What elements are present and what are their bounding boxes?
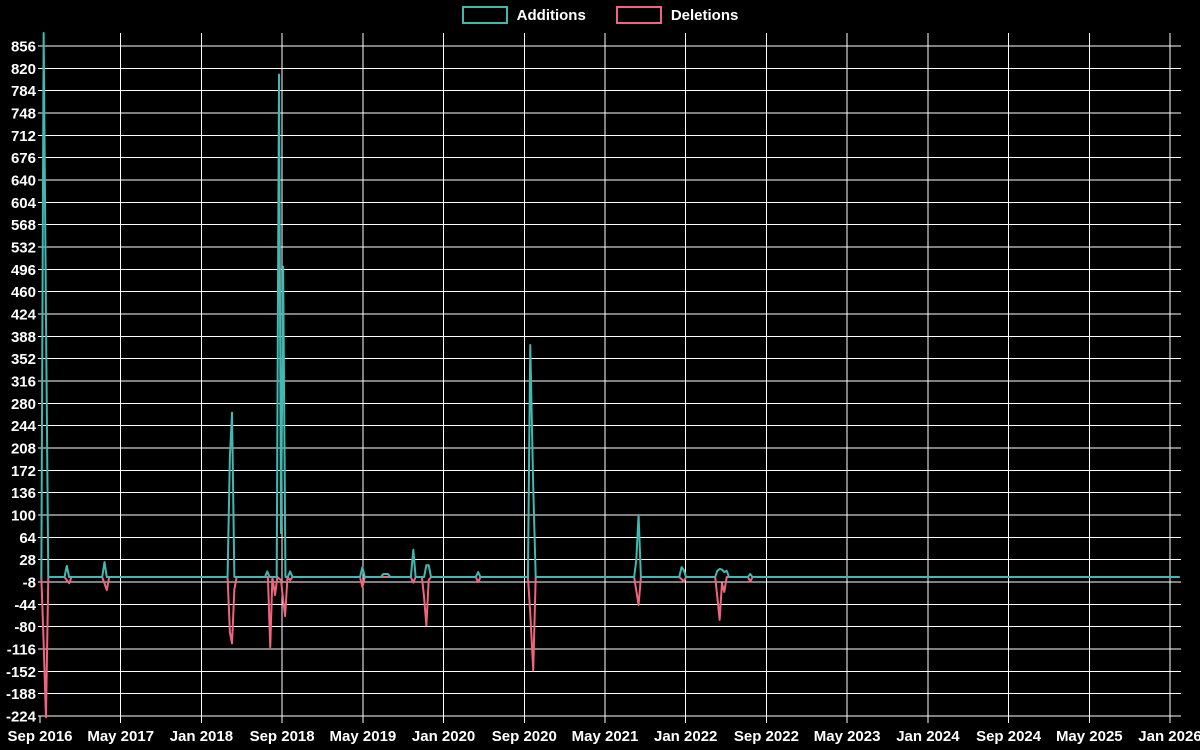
additions-legend-label: Additions xyxy=(516,6,586,24)
y-tick-label: 280 xyxy=(11,396,36,413)
y-tick-label: -152 xyxy=(6,664,36,681)
y-tick-label: -80 xyxy=(14,619,36,636)
y-tick-label: 64 xyxy=(19,530,36,547)
deletions-swatch-icon xyxy=(615,6,662,24)
x-tick-label: May 2017 xyxy=(87,728,154,745)
x-tick-label: Sep 2018 xyxy=(250,728,315,745)
y-tick-label: -44 xyxy=(14,597,36,614)
y-tick-label: 172 xyxy=(11,463,36,480)
x-tick-label: May 2023 xyxy=(814,728,881,745)
legend: Additions Deletions xyxy=(0,6,1200,24)
deletions-legend-label: Deletions xyxy=(670,6,739,24)
y-tick-label: 604 xyxy=(11,195,37,212)
y-tick-label: -8 xyxy=(23,575,36,592)
y-tick-label: 100 xyxy=(11,508,36,525)
y-tick-label: 388 xyxy=(11,329,36,346)
x-tick-label: May 2025 xyxy=(1056,728,1123,745)
y-tick-label: 568 xyxy=(11,217,36,234)
y-tick-label: 316 xyxy=(11,374,36,391)
additions-swatch-icon xyxy=(461,6,508,24)
additions-line xyxy=(40,31,1180,579)
y-tick-label: 640 xyxy=(11,173,36,190)
y-tick-label: -116 xyxy=(7,642,36,659)
y-tick-label: 748 xyxy=(11,106,36,123)
legend-item-additions[interactable]: Additions xyxy=(461,6,586,24)
y-tick-label: 676 xyxy=(11,150,36,167)
y-tick-label: 856 xyxy=(11,39,36,56)
y-tick-label: 820 xyxy=(11,61,36,78)
y-tick-label: 28 xyxy=(19,552,36,569)
x-tick-label: Jan 2018 xyxy=(170,728,233,745)
y-tick-label: 784 xyxy=(11,83,37,100)
y-tick-label: 712 xyxy=(11,128,36,145)
x-tick-label: Jan 2026 xyxy=(1138,728,1200,745)
y-tick-label: 496 xyxy=(11,262,36,279)
x-tick-label: Jan 2022 xyxy=(654,728,717,745)
x-tick-label: Sep 2024 xyxy=(976,728,1042,745)
y-tick-label: 208 xyxy=(11,441,36,458)
y-tick-label: 352 xyxy=(11,351,36,368)
x-tick-label: Sep 2020 xyxy=(492,728,557,745)
y-tick-label: 244 xyxy=(11,418,37,435)
x-tick-label: Jan 2020 xyxy=(412,728,475,745)
x-tick-label: May 2021 xyxy=(572,728,639,745)
y-tick-label: 136 xyxy=(11,485,36,502)
y-tick-label: 532 xyxy=(11,240,36,257)
x-tick-label: Sep 2016 xyxy=(7,728,72,745)
y-tick-label: -188 xyxy=(6,686,36,703)
y-tick-label: -224 xyxy=(6,709,37,726)
x-tick-label: Sep 2022 xyxy=(734,728,799,745)
y-tick-label: 460 xyxy=(11,284,36,301)
x-tick-label: Jan 2024 xyxy=(896,728,960,745)
x-tick-label: May 2019 xyxy=(330,728,397,745)
legend-item-deletions[interactable]: Deletions xyxy=(615,6,739,24)
y-tick-label: 424 xyxy=(11,307,37,324)
